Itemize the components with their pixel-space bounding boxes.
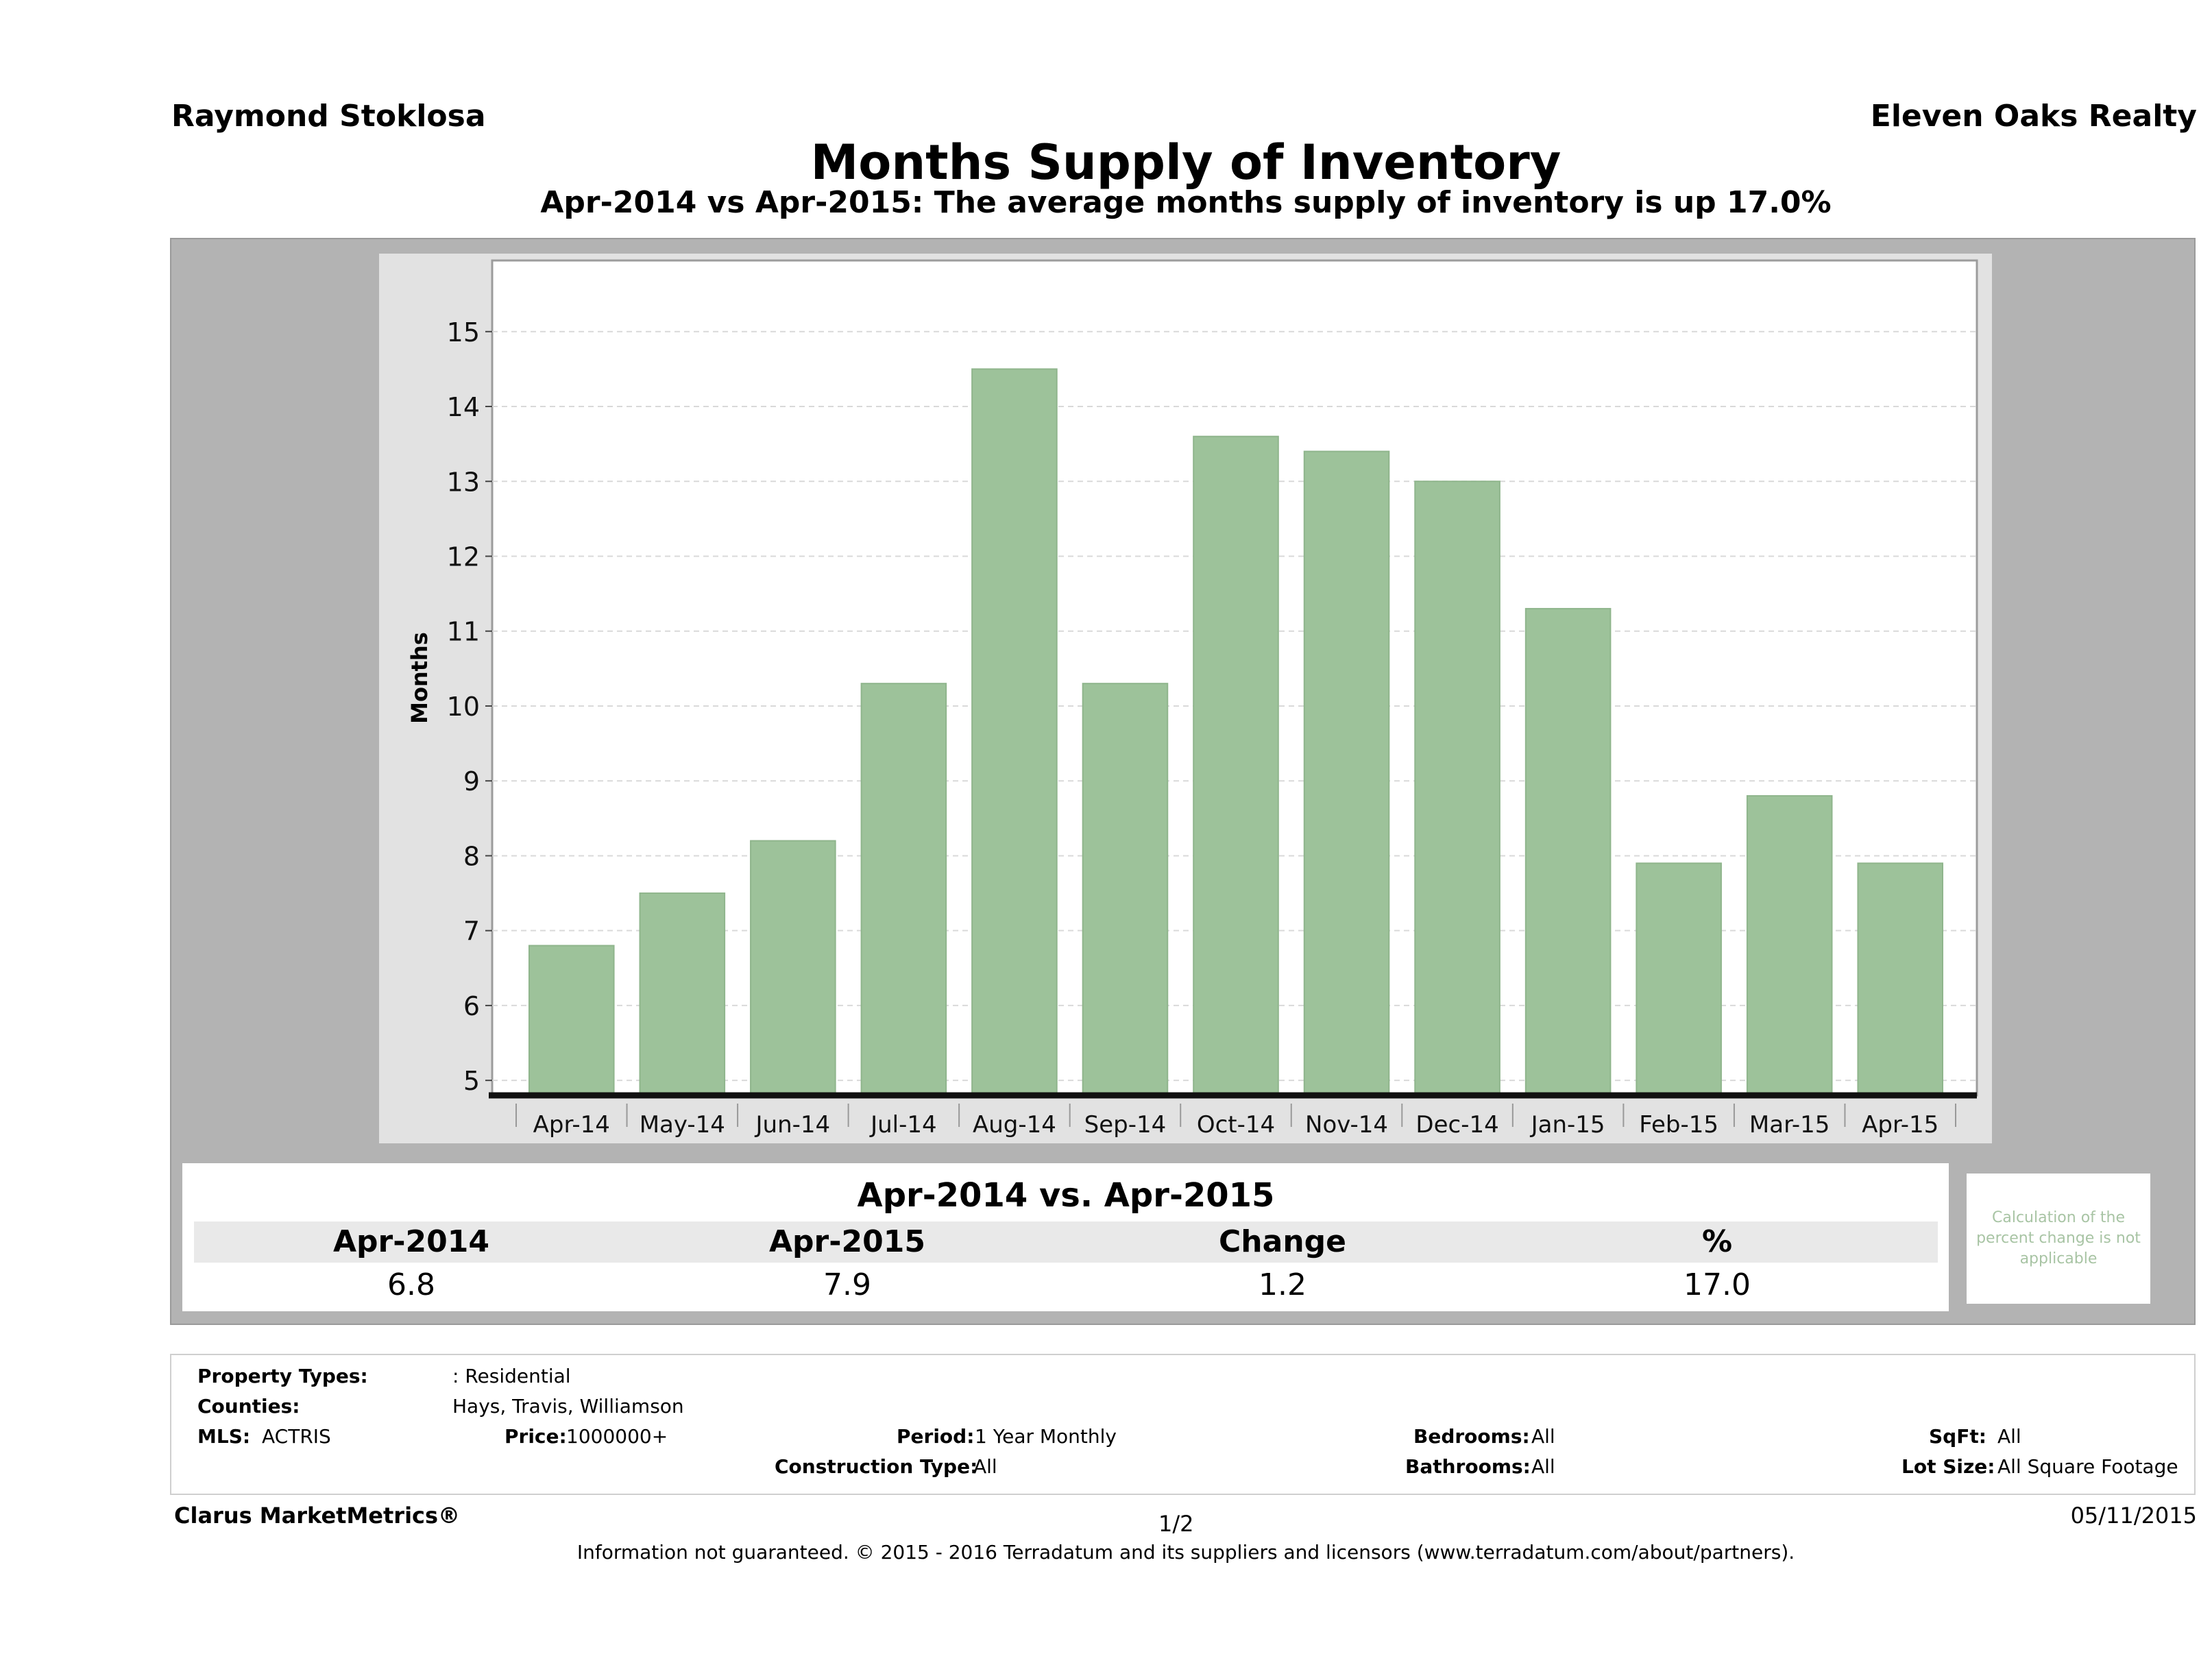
report-date: 05/11/2015 xyxy=(2070,1503,2197,1529)
x-tick-label: Sep-14 xyxy=(1084,1111,1167,1139)
y-tick-label: 8 xyxy=(463,841,480,871)
mls-value: ACTRIS xyxy=(262,1425,331,1448)
counties-value: Hays, Travis, Williamson xyxy=(452,1395,684,1418)
bathrooms-value: All xyxy=(1531,1455,1555,1478)
x-tick-label: Nov-14 xyxy=(1305,1111,1388,1139)
price-label: Price: xyxy=(505,1425,567,1448)
x-tick-label: Apr-14 xyxy=(533,1111,610,1139)
bar-apr-14 xyxy=(528,945,615,1096)
property-types-value: : Residential xyxy=(452,1365,571,1387)
value-percent: 17.0 xyxy=(1684,1267,1751,1302)
period-value: 1 Year Monthly xyxy=(975,1425,1117,1448)
label-change: Change xyxy=(1219,1224,1346,1259)
sqft-value: All xyxy=(1997,1425,2021,1448)
construction-type-label: Construction Type: xyxy=(775,1455,978,1478)
label-apr-2014: Apr-2014 xyxy=(333,1224,489,1259)
x-tick-label: Jul-14 xyxy=(869,1111,937,1139)
lot-size-value: All Square Footage xyxy=(1997,1455,2178,1478)
bar-apr-15 xyxy=(1857,862,1944,1096)
comparison-heading: Apr-2014 vs. Apr-2015 xyxy=(194,1172,1938,1219)
x-tick-label: Oct-14 xyxy=(1197,1111,1275,1139)
label-apr-2015: Apr-2015 xyxy=(769,1224,925,1259)
x-tick-label: Feb-15 xyxy=(1639,1111,1718,1139)
x-tick-label: Dec-14 xyxy=(1415,1111,1498,1139)
x-tick-label: Jun-14 xyxy=(755,1111,831,1139)
x-tick-label: Aug-14 xyxy=(973,1111,1056,1139)
x-tick-label: May-14 xyxy=(640,1111,725,1139)
comparison-label-row: Apr-2014 Apr-2015 Change % xyxy=(194,1221,1938,1263)
y-tick-label: 14 xyxy=(447,392,480,422)
chart-subtitle: Apr-2014 vs Apr-2015: The average months… xyxy=(540,185,1832,220)
bar-jan-15 xyxy=(1524,607,1612,1096)
bar-dec-14 xyxy=(1414,481,1500,1097)
bar-aug-14 xyxy=(971,368,1058,1096)
bar-chart: 5 6 7 8 9 10 11 12 13 14 15 Apr-14 May-14 Jun-14 Jul-… xyxy=(406,259,1978,1139)
value-apr-2015: 7.9 xyxy=(823,1267,871,1302)
construction-type-value: All xyxy=(973,1455,997,1478)
bar-nov-14 xyxy=(1303,450,1390,1097)
x-tick-label: Mar-15 xyxy=(1749,1111,1830,1139)
price-value: 1000000+ xyxy=(566,1425,668,1448)
bedrooms-value: All xyxy=(1531,1425,1555,1448)
agent-name: Raymond Stoklosa xyxy=(171,99,486,134)
y-tick-label: 5 xyxy=(463,1066,480,1096)
brokerage-name: Eleven Oaks Realty xyxy=(1870,99,2197,134)
bar-feb-15 xyxy=(1636,862,1722,1096)
y-tick-label: 13 xyxy=(447,467,480,497)
y-tick-label: 11 xyxy=(447,617,480,647)
disclaimer: Information not guaranteed. © 2015 - 201… xyxy=(576,1541,1795,1564)
footer-brand: Clarus MarketMetrics® xyxy=(174,1503,461,1529)
y-tick-label: 6 xyxy=(463,991,480,1021)
chart-title: Months Supply of Inventory xyxy=(810,134,1561,191)
period-label: Period: xyxy=(897,1425,975,1448)
sqft-label: SqFt: xyxy=(1929,1425,1986,1448)
y-tick-label: 10 xyxy=(447,692,480,722)
value-change: 1.2 xyxy=(1259,1267,1306,1302)
property-types-label: Property Types: xyxy=(197,1365,368,1387)
y-axis-label: Months xyxy=(406,632,433,724)
bathrooms-label: Bathrooms: xyxy=(1405,1455,1531,1478)
bar-jul-14 xyxy=(860,683,947,1096)
mls-label: MLS: xyxy=(197,1425,251,1448)
y-tick-label: 9 xyxy=(463,766,480,797)
bar-jun-14 xyxy=(750,840,836,1096)
search-criteria: Property Types: : Residential Counties: … xyxy=(170,1354,2196,1495)
percent-change-note: Calculation of the percent change is not… xyxy=(1967,1174,2150,1304)
lot-size-label: Lot Size: xyxy=(1901,1455,1995,1478)
percent-change-note-text: Calculation of the percent change is not… xyxy=(1976,1209,2141,1267)
counties-label: Counties: xyxy=(197,1395,300,1418)
page-number: 1/2 xyxy=(1158,1511,1194,1537)
bar-mar-15 xyxy=(1746,795,1833,1096)
bar-sep-14 xyxy=(1082,683,1169,1096)
y-tick-label: 7 xyxy=(463,916,480,947)
value-apr-2014: 6.8 xyxy=(387,1267,435,1302)
comparison-value-row: 6.8 7.9 1.2 17.0 xyxy=(194,1265,1938,1305)
label-percent: % xyxy=(1701,1224,1733,1259)
bar-may-14 xyxy=(639,892,726,1096)
x-tick-label: Apr-15 xyxy=(1862,1111,1938,1139)
y-tick-label: 15 xyxy=(447,317,480,348)
x-tick-label: Jan-15 xyxy=(1530,1111,1605,1139)
y-tick-label: 12 xyxy=(447,542,480,572)
bar-oct-14 xyxy=(1193,435,1279,1097)
bedrooms-label: Bedrooms: xyxy=(1413,1425,1530,1448)
